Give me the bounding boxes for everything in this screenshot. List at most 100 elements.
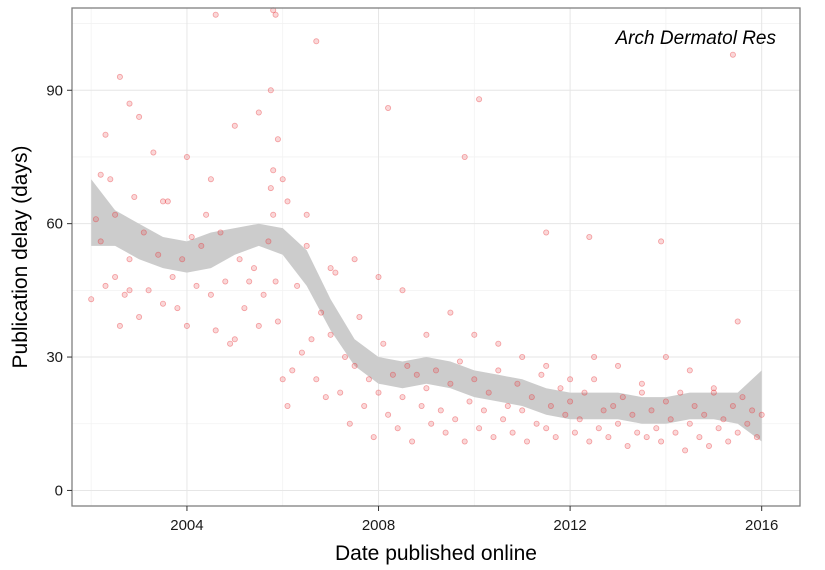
data-point: [399, 287, 406, 294]
data-point: [212, 327, 219, 334]
data-point: [102, 282, 109, 289]
data-point: [308, 336, 315, 343]
data-point: [744, 420, 751, 427]
y-tick-label: 30: [46, 349, 63, 366]
data-point: [164, 198, 171, 205]
data-point: [576, 416, 583, 423]
data-point: [615, 420, 622, 427]
plot-panel-border: [71, 7, 801, 507]
y-tick-label: 60: [46, 216, 63, 233]
data-point: [207, 291, 214, 298]
data-point: [274, 136, 281, 143]
data-point: [274, 318, 281, 325]
data-point: [227, 340, 234, 347]
data-point: [294, 282, 301, 289]
data-point: [272, 11, 279, 18]
data-point: [279, 176, 286, 183]
data-point: [356, 313, 363, 320]
data-point: [222, 278, 229, 285]
data-point: [662, 398, 669, 405]
data-point: [571, 429, 578, 436]
data-point: [586, 438, 593, 445]
data-point: [629, 411, 636, 418]
data-point: [729, 402, 736, 409]
data-point: [231, 122, 238, 129]
data-point: [183, 153, 190, 160]
data-point: [447, 380, 454, 387]
data-point: [351, 362, 358, 369]
data-point: [471, 331, 478, 338]
data-point: [272, 278, 279, 285]
data-point: [270, 211, 277, 218]
data-point: [461, 438, 468, 445]
data-point: [351, 256, 358, 263]
data-point: [423, 331, 430, 338]
data-point: [116, 322, 123, 329]
data-point: [734, 429, 741, 436]
data-point: [203, 211, 210, 218]
data-point: [495, 367, 502, 374]
data-point: [322, 394, 329, 401]
data-point: [188, 233, 195, 240]
data-point: [552, 434, 559, 441]
data-point: [567, 398, 574, 405]
data-point: [270, 167, 277, 174]
data-point: [667, 416, 674, 423]
data-point: [337, 389, 344, 396]
data-point: [250, 265, 257, 272]
data-point: [528, 394, 535, 401]
data-point: [739, 394, 746, 401]
data-point: [107, 176, 114, 183]
data-point: [619, 394, 626, 401]
data-point: [710, 389, 717, 396]
data-point: [490, 434, 497, 441]
data-point: [92, 216, 99, 223]
data-point: [476, 96, 483, 103]
data-point: [341, 353, 348, 360]
data-point: [710, 385, 717, 392]
data-point: [126, 256, 133, 263]
data-point: [686, 420, 693, 427]
data-point: [404, 362, 411, 369]
data-point: [471, 376, 478, 383]
data-point: [236, 256, 243, 263]
data-point: [638, 380, 645, 387]
confidence-band: [91, 179, 762, 442]
data-point: [260, 291, 267, 298]
data-point: [193, 282, 200, 289]
data-point: [112, 273, 119, 280]
data-point: [121, 291, 128, 298]
y-tick-label: 90: [46, 82, 63, 99]
data-point: [533, 420, 540, 427]
data-point: [97, 238, 104, 245]
data-point: [241, 305, 248, 312]
data-point: [267, 87, 274, 94]
data-point: [557, 385, 564, 392]
data-point: [246, 278, 253, 285]
data-point: [485, 389, 492, 396]
data-point: [591, 353, 598, 360]
data-point: [653, 425, 660, 432]
data-point: [318, 309, 325, 316]
data-point: [155, 251, 162, 258]
data-point: [706, 442, 713, 449]
data-point: [145, 287, 152, 294]
data-point: [734, 318, 741, 325]
data-point: [198, 242, 205, 249]
data-point: [638, 389, 645, 396]
x-tick-label: 2012: [553, 517, 586, 534]
grid: [72, 8, 800, 506]
data-point: [169, 273, 176, 280]
data-point: [648, 407, 655, 414]
data-point: [672, 429, 679, 436]
data-point: [452, 416, 459, 423]
data-point: [686, 367, 693, 374]
data-point: [126, 100, 133, 107]
data-point: [126, 287, 133, 294]
data-point: [365, 376, 372, 383]
data-point: [313, 376, 320, 383]
data-point: [729, 51, 736, 58]
data-point: [332, 269, 339, 276]
